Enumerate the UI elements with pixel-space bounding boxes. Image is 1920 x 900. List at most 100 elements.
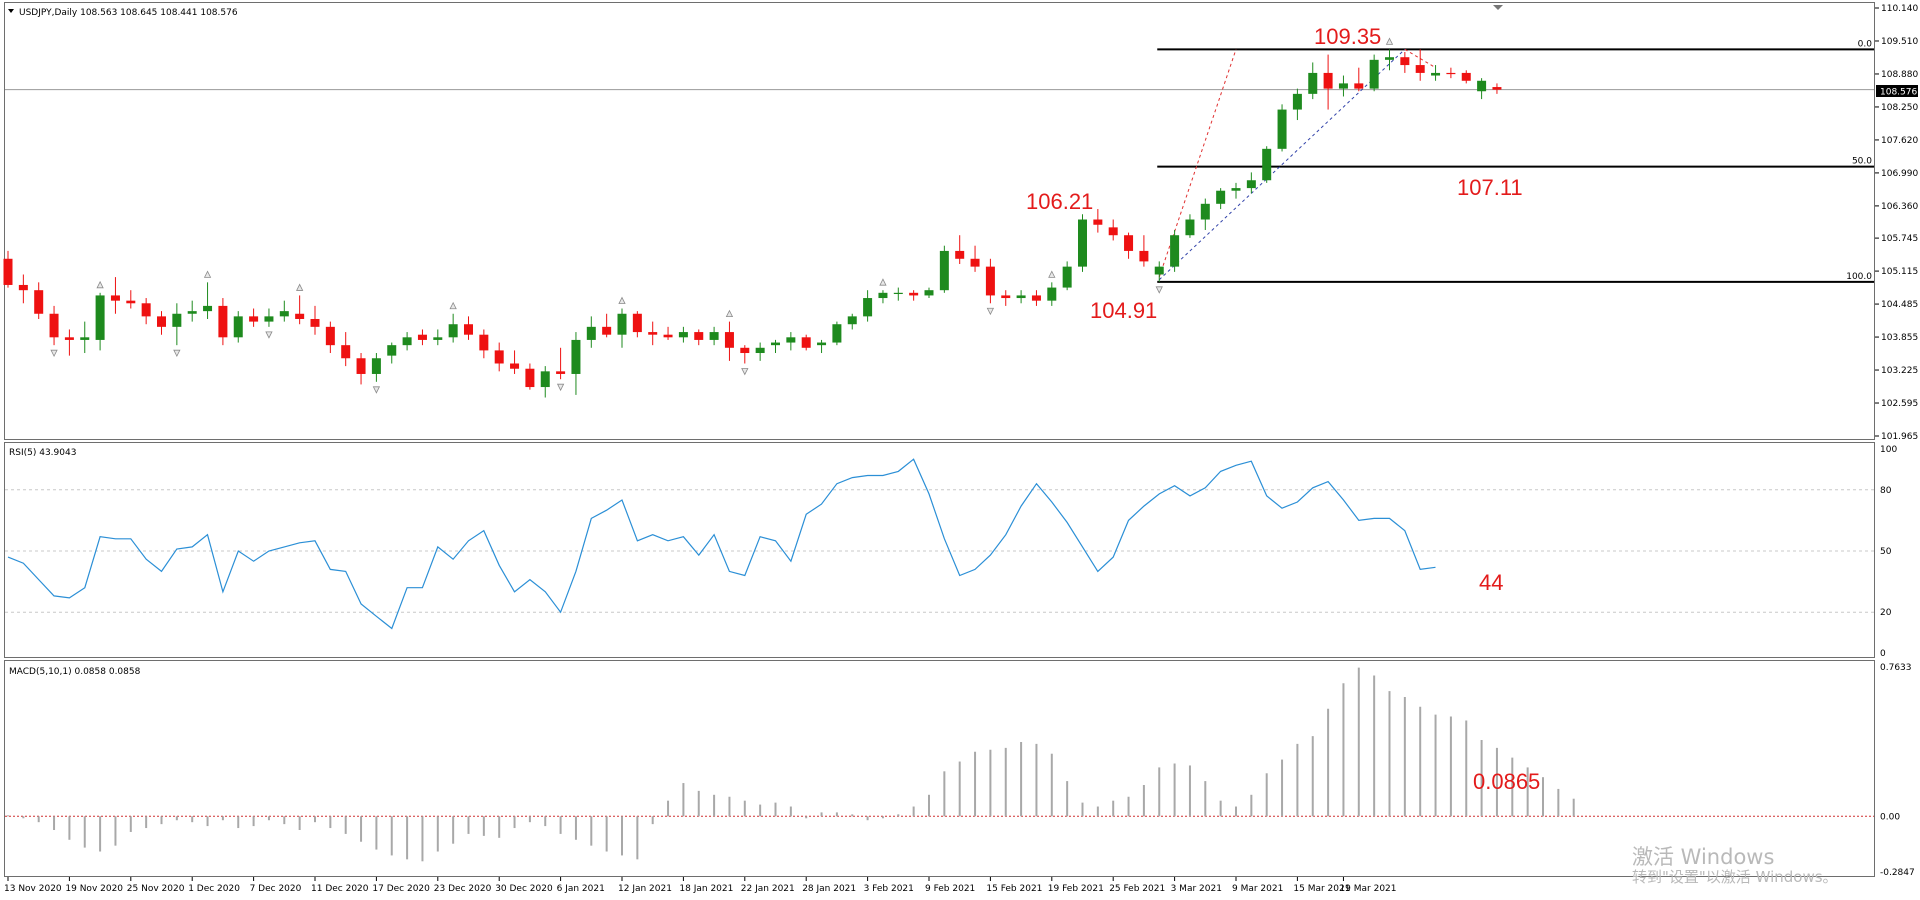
time-axis-label: 23 Dec 2020 [434, 884, 492, 894]
price-axis-label: 103.855 [1881, 333, 1918, 343]
fractal-down-icon [265, 331, 273, 339]
candle-body [1292, 93, 1302, 110]
time-axis-label: 19 Mar 2021 [1339, 884, 1396, 894]
candle-body [663, 334, 673, 338]
annotation-fib-50: 107.11 [1457, 175, 1523, 200]
candle-body [110, 295, 120, 301]
price-axis: 110.140 109.510 108.880 108.250 107.620 106.9… [1875, 4, 1918, 442]
scroll-marker-icon[interactable] [1493, 5, 1503, 10]
candle-body [847, 316, 857, 325]
price-axis-label: 103.225 [1881, 366, 1918, 376]
candle-body [1461, 72, 1471, 81]
candle-body [1062, 266, 1072, 288]
candle-body [1338, 83, 1348, 89]
candle-body [1154, 266, 1164, 275]
time-axis-label: 3 Feb 2021 [864, 884, 914, 894]
fractal-up-icon [618, 296, 626, 304]
rsi-axis-label: 20 [1880, 608, 1892, 618]
candle-body [1047, 287, 1057, 301]
rsi-label: RSI(5) 43.9043 [9, 448, 76, 458]
annotation-macd: 0.0865 [1473, 769, 1540, 794]
candle-body [1385, 57, 1394, 60]
time-axis-label: 9 Mar 2021 [1232, 884, 1283, 894]
candle-body [909, 292, 919, 296]
watermark-line-1: 激活 Windows [1632, 845, 1775, 869]
candle-body [694, 332, 704, 340]
symbol-info-line: USDJPY,Daily 108.563 108.645 108.441 108… [19, 8, 238, 18]
candle-body [1246, 180, 1256, 189]
trend-lines [1158, 48, 1436, 281]
candle-body [525, 368, 535, 388]
time-axis-label: 30 Dec 2020 [495, 884, 553, 894]
candle-body [771, 342, 780, 346]
time-axis-label: 3 Mar 2021 [1171, 884, 1222, 894]
fractal-up-icon [1048, 270, 1056, 278]
price-axis-label: 106.360 [1881, 202, 1918, 212]
rsi-panel-frame [4, 442, 1875, 658]
candle-body [1277, 109, 1287, 149]
candle-body [1369, 59, 1379, 89]
price-axis-label: 110.140 [1881, 4, 1918, 14]
candle-body [893, 292, 903, 295]
rsi-axis-label: 0 [1880, 649, 1886, 659]
fractal-up-icon [296, 283, 304, 291]
candle-body [479, 334, 489, 351]
collapse-triangle-icon[interactable] [8, 9, 14, 13]
fractal-up-icon [1385, 37, 1394, 45]
candle-body [494, 350, 504, 364]
time-axis-label: 15 Feb 2021 [986, 884, 1042, 894]
candle-body [1216, 190, 1226, 204]
candle-body [1323, 72, 1333, 89]
candle-body [832, 324, 842, 343]
candle-body [955, 250, 965, 259]
candle-body [1170, 235, 1180, 267]
candle-body [1108, 227, 1118, 236]
candle-body [1262, 148, 1272, 181]
candle-body [3, 258, 13, 285]
macd-axis-label: 0.7633 [1880, 663, 1912, 673]
annotation-low: 104.91 [1090, 298, 1157, 323]
candle-body [924, 290, 934, 296]
candle-body [1446, 72, 1456, 75]
candle-body [157, 316, 166, 327]
time-axis-label: 11 Dec 2020 [311, 884, 369, 894]
fib-level-label: 50.0 [1852, 157, 1872, 167]
candle-body [817, 342, 827, 346]
price-axis-label: 108.250 [1881, 103, 1918, 113]
candle-body [433, 337, 443, 340]
candle-body [617, 313, 627, 335]
fractal-up-icon [96, 280, 104, 289]
candle-body [95, 295, 105, 340]
time-axis-label: 6 Jan 2021 [557, 884, 605, 894]
candle-body [34, 290, 44, 314]
price-axis-label: 105.115 [1881, 267, 1918, 277]
candle-body [1001, 295, 1011, 299]
time-axis-label: 13 Nov 2020 [4, 884, 62, 894]
price-axis-label: 105.745 [1881, 234, 1918, 244]
candle-body [1415, 65, 1425, 73]
price-axis-label: 101.965 [1881, 432, 1918, 442]
candle-body [172, 313, 182, 327]
candle-body [678, 332, 688, 338]
candle-body [801, 337, 811, 348]
annotation-prior-high: 106.21 [1026, 189, 1093, 214]
candle-body [863, 298, 873, 317]
time-axis-label: 18 Jan 2021 [679, 884, 733, 894]
candle-body [540, 371, 550, 388]
price-axis-label: 109.510 [1881, 37, 1918, 47]
price-axis-label: 108.880 [1881, 70, 1918, 80]
candle-body [1093, 219, 1103, 225]
trend-line-red [1158, 49, 1237, 278]
fractal-up-icon [449, 301, 457, 310]
fractal-down-icon [173, 349, 181, 358]
candle-body [80, 337, 90, 340]
candle-body [325, 326, 335, 346]
candle-body [387, 345, 397, 356]
candle-body [1231, 188, 1241, 191]
candle-body [1124, 235, 1134, 251]
time-axis-label: 19 Feb 2021 [1048, 884, 1104, 894]
price-axis-label: 106.990 [1881, 169, 1918, 179]
fractal-up-icon [725, 309, 734, 318]
candle-body [64, 337, 74, 340]
time-axis-label: 17 Dec 2020 [372, 884, 430, 894]
